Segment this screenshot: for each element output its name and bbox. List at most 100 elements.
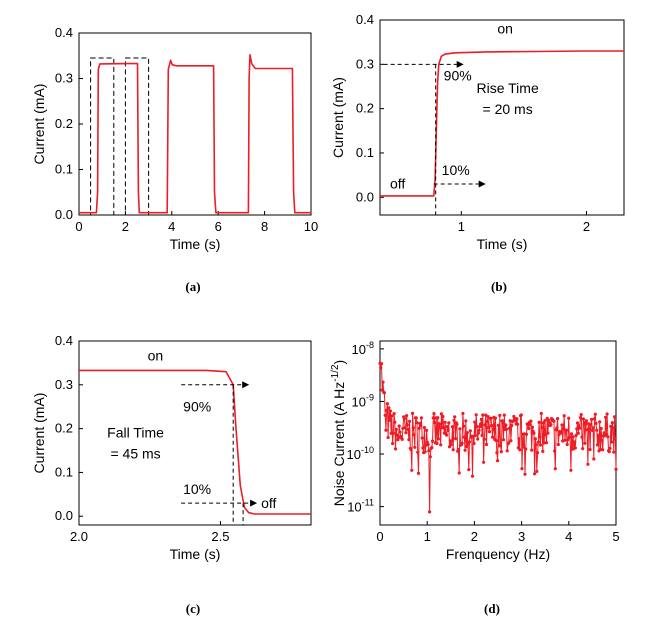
panel-b-90pct-label: 90% [444,67,472,83]
panel-d-data-point [393,447,398,451]
panel-d-data-point [450,439,454,443]
panel-d-data-point [583,441,587,445]
panel-d-data-point [529,419,533,423]
panel-d-data-point [567,416,571,420]
panel-b-90pct-arrowhead [456,60,464,68]
panel-d-data-point [510,423,514,428]
panel-a-xtick-label: 0 [75,219,82,234]
panel-c-plot-frame [78,340,312,526]
panel-b-ytick-label: 0.2 [356,101,374,116]
panel-d-data-point [614,467,618,471]
panel-d-data-point [487,426,491,430]
panel-d-data-point [520,467,524,471]
panel-d-data-point [411,411,415,415]
panel-d-data-point [486,415,490,419]
panel-d-data-point [607,450,611,454]
panel-a-xtick-label: 4 [168,219,175,234]
panel-d-data-point [608,446,612,450]
panel-d-data-point [568,435,572,439]
panel-d-data-point [480,433,484,437]
panel-d-xtick-label: 2 [471,529,478,544]
panel-d-data-point [403,426,407,430]
panel-b-ytick-label: 0.3 [356,56,374,71]
panel-d-ytick-label: 10-11 [347,498,374,515]
panel-d-data-point [436,416,440,420]
panel-d-data-point [447,421,451,425]
panel-d-data-point [569,468,573,472]
panel-d-data-point [602,431,606,435]
panel-d-data-point [461,411,465,416]
panel-d-data-point [476,431,480,435]
panel-b-series-line [380,50,624,197]
panel-d-data-point [419,424,423,428]
panel-b-plot-frame [379,19,625,216]
panel-a-ytick-label: 0.3 [55,71,73,86]
panel-d-data-point [449,443,453,447]
panel-d-data-point [412,433,416,437]
panel-d-data-point [464,419,468,423]
panel-d-data-point [577,424,581,428]
panel-d-data-point [521,445,526,449]
panel-a-zoom-box-2 [124,57,150,216]
panel-d-data-point [482,460,486,464]
panel-d-data-point [581,447,585,451]
panel-d-data-point [562,414,566,418]
panel-b-yaxis-label: Current (mA) [330,77,346,158]
panel-d-data-point [402,416,406,421]
panel-d-data-point [414,416,418,420]
panel-d-data-point [435,441,439,446]
panel-d-data-point [561,426,566,431]
panel-d-data-point [553,449,557,453]
panel-d-data-point [609,424,613,428]
panel-d-data-point [594,421,598,425]
panel-d-data-point [456,447,460,452]
panel-d-data-point [523,472,527,476]
panel-d-data-point [408,419,412,423]
panel-d-data-point [385,408,389,412]
panel-d-data-point [536,451,540,455]
panel-d-data-point [533,472,537,476]
panel-d-data-point [475,425,479,429]
panel-c-fall-time-label: Fall Time [107,424,164,440]
panel-d-data-point [387,406,391,410]
panel-d-data-point [489,416,493,420]
panel-d-data-point [421,446,425,450]
panel-d-data-point [605,412,609,416]
panel-d-data-point [420,436,424,440]
panel-a-xtick-label: 6 [215,219,222,234]
panel-c-10pct-label: 10% [183,481,211,497]
panel-d-data-point [536,440,540,444]
panel-d-data-point [395,433,399,437]
panel-d-data-point [405,414,409,418]
panel-d-data-point [575,427,579,431]
panel-d-data-point [590,417,594,421]
panel-d-data-point [463,448,467,452]
panel-d-data-point [445,433,449,437]
panel-d-data-point [541,421,546,425]
panel-d-data-point [481,413,485,417]
panel-d-data-point [467,440,472,444]
panel-d-data-point [410,468,414,472]
panel-d-data-point [496,459,500,463]
panel-d-data-point [476,437,480,441]
panel-d-data-point [612,415,617,419]
panel-d-data-point [570,432,574,436]
panel-d-data-point [502,413,506,417]
panel-label-c: (c) [186,601,200,616]
panel-d-data-point [490,435,495,439]
panel-c-xaxis-label: Time (s) [170,546,221,562]
panel-a-ytick-label: 0.1 [55,162,73,177]
panel-d-data-point [438,422,442,426]
panel-d-data-point [433,421,437,425]
panel-d-data-point [498,413,502,417]
panel-d-data-point [397,424,401,428]
panel-d-data-point [556,442,560,447]
panel-d-data-point [601,448,605,452]
panel-d-data-point [580,435,584,439]
panel-b-ytick-label: 0.4 [356,12,374,27]
panel-c-ytick-label: 0.1 [55,464,73,479]
panel-d-data-point [610,421,614,425]
panel-d-xtick-label: 0 [376,529,383,544]
panel-d-data-point [504,427,509,431]
panel-d-data-point [379,366,383,370]
